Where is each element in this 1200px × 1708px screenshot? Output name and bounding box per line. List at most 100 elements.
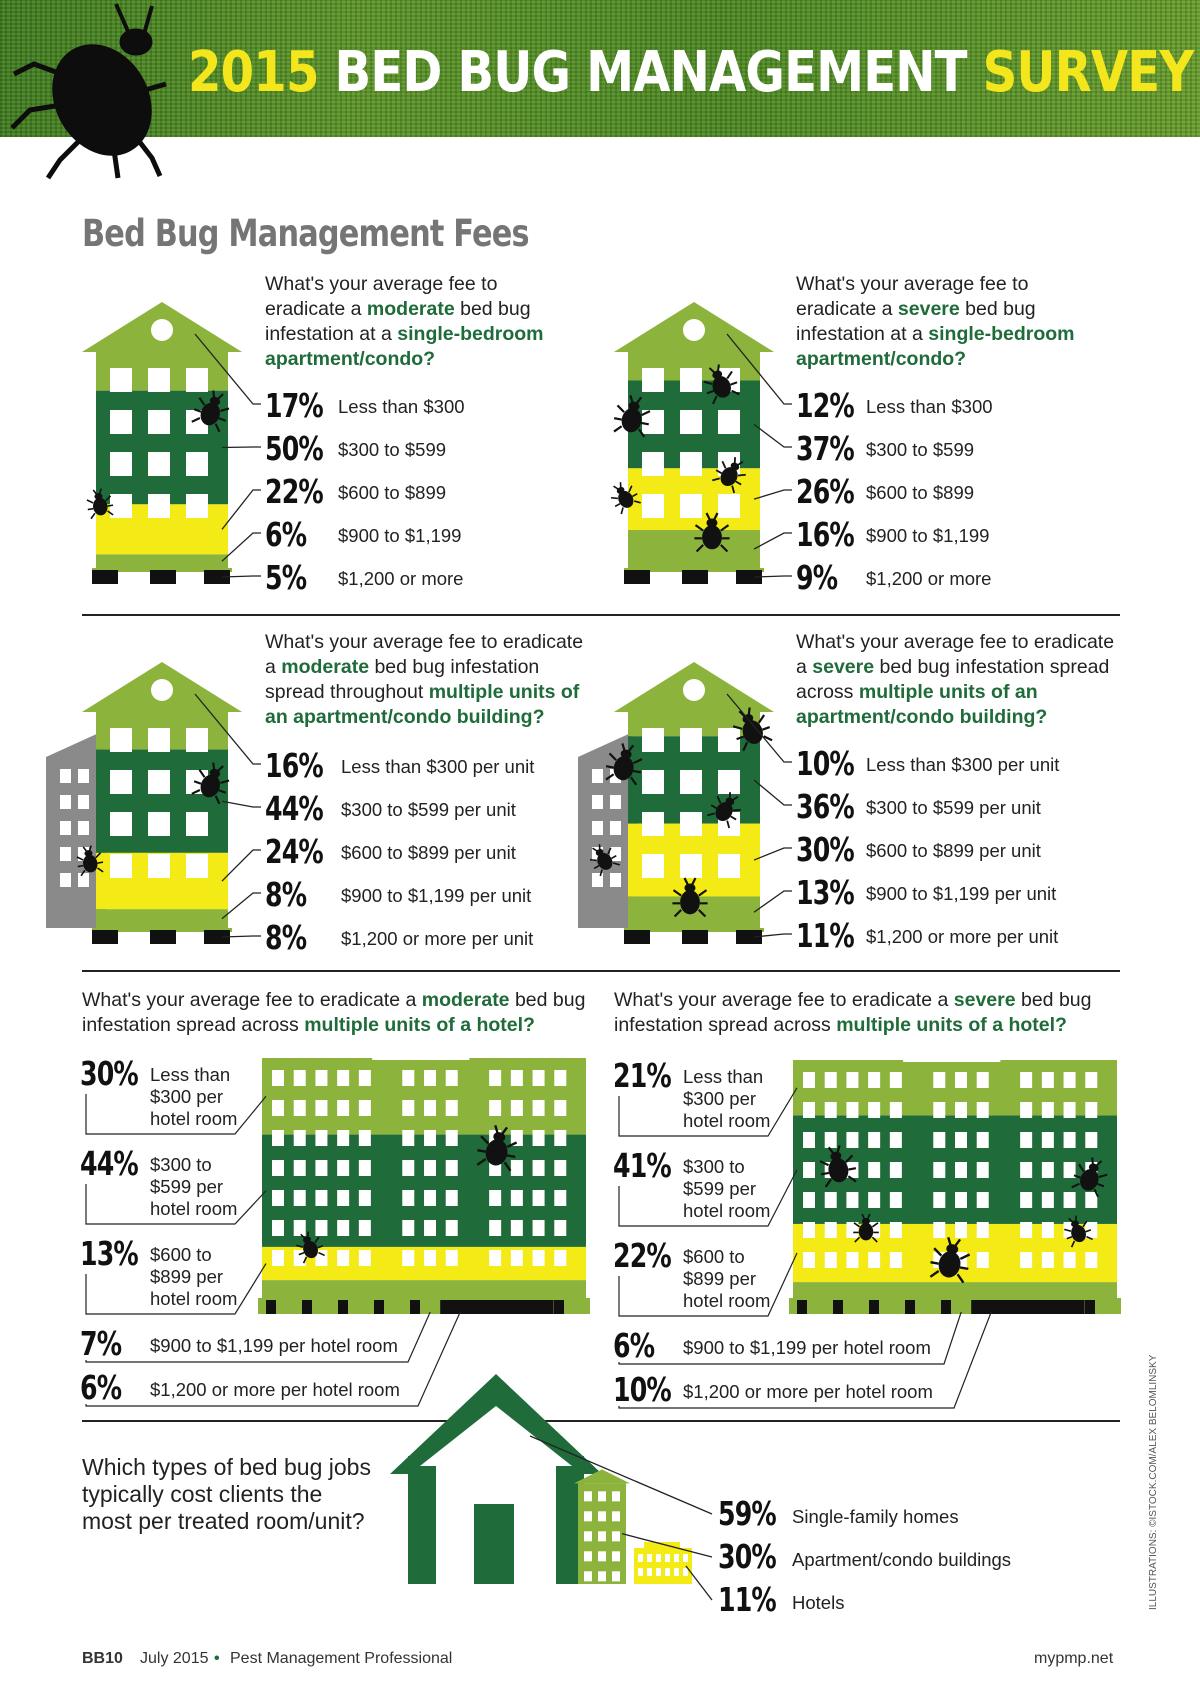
window xyxy=(272,1100,284,1116)
background-building-window xyxy=(592,769,603,783)
window xyxy=(445,1100,458,1116)
category-label: Less than $300 xyxy=(338,396,465,417)
window xyxy=(976,1132,989,1148)
house-inner xyxy=(420,1406,572,1466)
bed-bug-icon xyxy=(605,743,643,786)
window xyxy=(186,728,208,752)
leader-line xyxy=(753,532,792,550)
leader-line xyxy=(753,779,792,806)
window xyxy=(337,1190,350,1206)
window xyxy=(315,1160,328,1176)
window xyxy=(489,1250,502,1266)
category-label: $600 to $899 per unit xyxy=(341,842,516,863)
category-label: $900 to $1,199 xyxy=(866,525,990,546)
window xyxy=(1085,1072,1098,1088)
window xyxy=(612,1531,620,1542)
window xyxy=(868,1072,881,1088)
house-door xyxy=(474,1504,514,1584)
category-label: $600 to $899 xyxy=(338,482,447,503)
window xyxy=(293,1160,306,1176)
window xyxy=(402,1160,415,1176)
window xyxy=(647,1554,652,1562)
leader-line xyxy=(194,333,261,405)
window xyxy=(955,1162,967,1178)
window xyxy=(554,1100,567,1116)
window xyxy=(110,854,132,878)
leader-line xyxy=(194,693,261,765)
window xyxy=(824,1252,837,1268)
window xyxy=(272,1160,284,1176)
bed-bug-icon xyxy=(610,482,641,515)
bed-bug-icon xyxy=(476,1124,518,1172)
window xyxy=(642,452,664,476)
window xyxy=(554,1220,567,1236)
window xyxy=(656,1568,661,1576)
background-building-window xyxy=(60,821,71,835)
window xyxy=(532,1130,545,1146)
background-building-window xyxy=(60,795,71,809)
window xyxy=(642,368,664,392)
bar-segment xyxy=(440,1300,554,1314)
window xyxy=(510,1250,523,1266)
window xyxy=(402,1070,415,1086)
bar-segment xyxy=(1085,1300,1095,1314)
window xyxy=(532,1160,545,1176)
category-label: $1,200 or more per hotel room xyxy=(683,1381,933,1402)
leader-line xyxy=(529,1435,713,1515)
bar-segment xyxy=(736,570,762,584)
window xyxy=(110,770,132,794)
percent-label: 44% xyxy=(265,789,324,828)
window xyxy=(337,1220,350,1236)
window xyxy=(718,770,740,794)
window xyxy=(803,1222,815,1238)
window xyxy=(402,1100,415,1116)
window xyxy=(148,494,170,518)
window xyxy=(642,854,664,878)
window xyxy=(1041,1072,1054,1088)
window xyxy=(976,1162,989,1178)
window xyxy=(803,1192,815,1208)
window xyxy=(584,1491,592,1502)
window xyxy=(110,410,132,434)
leader-line xyxy=(618,1169,798,1227)
leader-line xyxy=(621,1533,713,1558)
window xyxy=(148,854,170,878)
window xyxy=(424,1130,436,1146)
window xyxy=(803,1162,815,1178)
leader-line xyxy=(618,1311,992,1409)
window xyxy=(846,1072,859,1088)
percent-label: 21% xyxy=(613,1056,672,1095)
window xyxy=(976,1072,989,1088)
window xyxy=(532,1100,545,1116)
percent-label: 16% xyxy=(265,746,324,785)
window xyxy=(1020,1102,1033,1118)
percent-label: 11% xyxy=(718,1580,777,1619)
window xyxy=(424,1250,436,1266)
background-building-window xyxy=(610,769,621,783)
window xyxy=(680,494,702,518)
window xyxy=(445,1130,458,1146)
category-label: $300 to $599 per unit xyxy=(341,799,516,820)
leader-line xyxy=(221,849,261,882)
percent-label: 59% xyxy=(718,1494,777,1533)
window xyxy=(402,1250,415,1266)
window xyxy=(532,1250,545,1266)
bar-segment xyxy=(262,1280,586,1298)
leader-line xyxy=(753,423,792,448)
window xyxy=(532,1070,545,1086)
leader-line xyxy=(753,890,792,913)
window xyxy=(584,1531,592,1542)
window xyxy=(148,812,170,836)
window xyxy=(680,410,702,434)
bar-segment xyxy=(410,1300,420,1314)
window xyxy=(598,1531,606,1542)
bed-bug-icon xyxy=(1071,1157,1108,1198)
window xyxy=(933,1072,946,1088)
leader-line xyxy=(221,892,261,920)
bed-bug-icon xyxy=(732,707,773,752)
window xyxy=(933,1132,946,1148)
window xyxy=(424,1220,436,1236)
window xyxy=(1041,1132,1054,1148)
window xyxy=(955,1222,967,1238)
bar-segment xyxy=(96,909,228,928)
